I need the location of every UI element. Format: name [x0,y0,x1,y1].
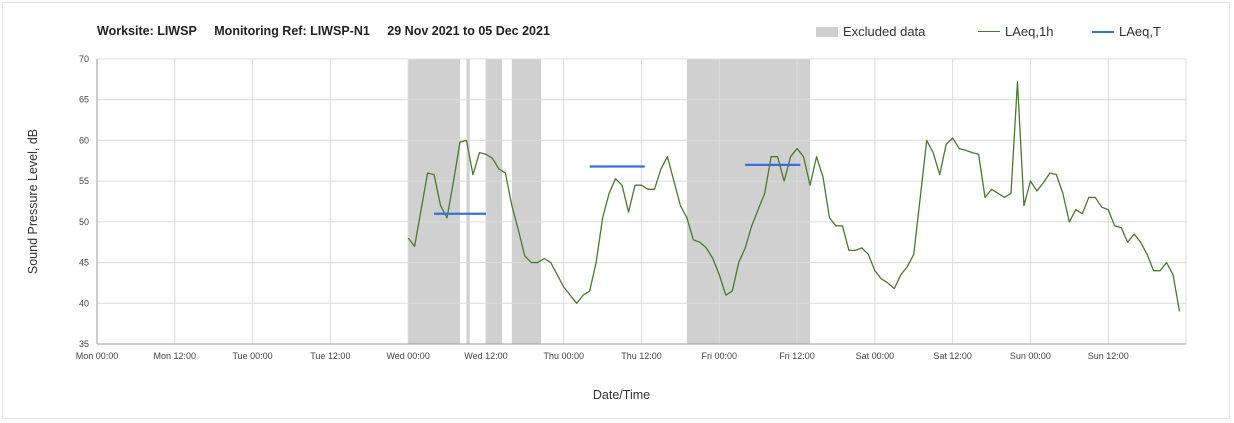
legend-item-laeq-t: LAeq,T [1092,24,1161,39]
x-tick-label: Sat 00:00 [856,351,895,361]
excluded-band-1 [466,59,470,344]
x-tick-label: Thu 12:00 [621,351,662,361]
date-range-label: 29 Nov 2021 to 05 Dec 2021 [387,24,550,38]
x-tick-label: Mon 12:00 [154,351,197,361]
x-tick-label: Wed 12:00 [464,351,507,361]
y-tick-label: 35 [79,339,89,349]
x-tick-label: Fri 12:00 [779,351,815,361]
excluded-band-2 [485,59,503,344]
x-tick-label: Fri 00:00 [702,351,738,361]
x-tick-label: Sun 00:00 [1010,351,1051,361]
monitoring-ref-label: Monitoring Ref: LIWSP-N1 [214,24,370,38]
y-tick-label: 55 [79,176,89,186]
x-axis-title: Date/Time [593,388,650,402]
excluded-band-3 [511,59,542,344]
y-tick-label: 50 [79,217,89,227]
legend-swatch-laeq-t [1092,30,1114,33]
legend-item-excluded: Excluded data [816,24,925,39]
x-tick-label: Sun 12:00 [1088,351,1129,361]
x-tick-label: Wed 00:00 [386,351,429,361]
y-tick-label: 65 [79,95,89,105]
x-tick-label: Thu 00:00 [543,351,584,361]
excluded-band-0 [408,59,460,344]
excluded-band-4 [686,59,811,344]
legend-item-laeq-1h: LAeq,1h [978,24,1053,39]
legend-swatch-laeq-1h [978,31,1000,32]
legend-swatch-excluded [816,26,838,37]
x-tick-label: Tue 12:00 [310,351,350,361]
x-tick-label: Tue 00:00 [232,351,272,361]
worksite-label: Worksite: LIWSP [97,24,197,38]
legend-label-laeq-t: LAeq,T [1119,24,1161,39]
y-tick-label: 40 [79,298,89,308]
y-axis-title: Sound Pressure Level, dB [26,129,40,274]
y-tick-label: 45 [79,258,89,268]
y-tick-label: 60 [79,135,89,145]
laeq-1h-series-line [407,81,1181,312]
legend-label-excluded: Excluded data [843,24,926,39]
chart-header: Worksite: LIWSP Monitoring Ref: LIWSP-N1… [97,24,564,38]
y-tick-label: 70 [79,54,89,64]
x-tick-label: Mon 00:00 [76,351,119,361]
x-tick-label: Sat 12:00 [933,351,972,361]
legend-label-laeq-1h: LAeq,1h [1005,24,1054,39]
